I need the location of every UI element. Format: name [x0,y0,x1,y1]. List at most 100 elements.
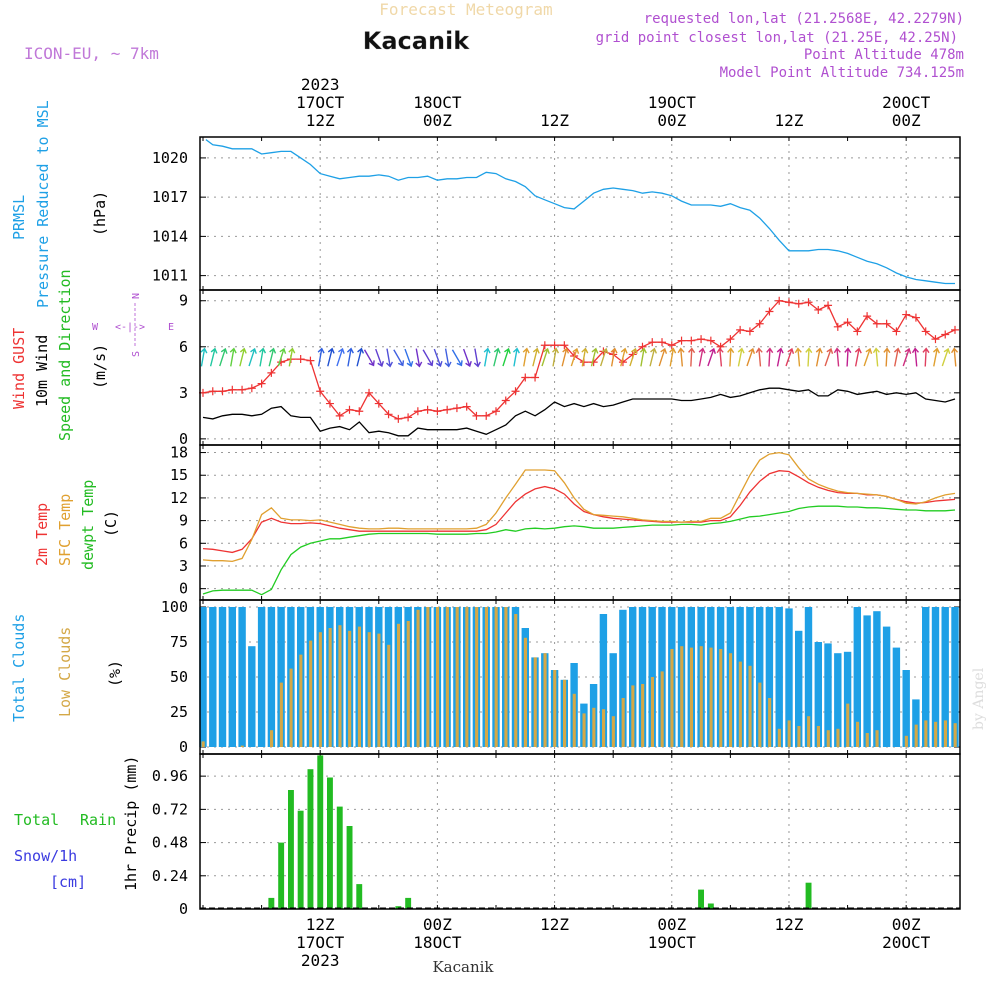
precip-bar [346,826,353,909]
wind-direction-arrow [785,347,795,367]
gust-marker [824,301,833,310]
wind-direction-arrow [570,347,580,367]
gust-marker [726,335,735,344]
low-clouds-bar [582,713,586,747]
wind-direction-arrow [794,347,802,367]
low-clouds-bar [426,607,430,747]
total-clouds-bar [609,653,617,747]
wind-direction-arrow [688,347,696,367]
footer-station: Kacanik [432,958,494,976]
wind-direction-arrow [356,347,365,367]
panel-2: 0 3 6 9 [179,289,961,448]
low-clouds-bar [602,709,606,747]
arrow-shape [922,347,930,367]
low-clouds-bar [719,649,723,747]
gust-marker [355,407,364,416]
low-clouds-bar [416,609,420,747]
low-clouds-bar [367,632,371,747]
y-tick-label: 0.72 [152,800,188,818]
gust-marker [648,338,657,347]
arrow-shape [248,347,257,367]
arrow-shape [422,349,434,367]
arrow-shape [327,347,335,367]
arrow-shape [833,347,841,367]
precip-bar [327,777,333,909]
low-clouds-bar [279,682,283,747]
wind-direction-arrow [385,348,394,368]
y-tick-label: 3 [179,384,188,402]
wind-direction-arrow [502,347,511,367]
wind-direction-arrow [698,347,706,367]
low-clouds-bar [729,653,733,747]
wind-direction-arrow [317,347,325,367]
arrow-shape [483,347,491,367]
arrow-shape [698,347,706,367]
low-clouds-bar [807,716,811,747]
arrow-shape [200,347,208,367]
low-clouds-bar [904,735,908,747]
arrow-shape [375,348,384,368]
wind-direction-arrow [277,347,287,367]
low-clouds-bar [514,614,518,747]
low-clouds-bar [445,607,449,747]
precip-bar [268,897,275,909]
wind-unit: (m/s) [91,344,109,389]
gust-marker [316,387,325,396]
precip-axis-label: 1hr Precip (mm) [122,756,140,891]
gust-marker [853,327,862,336]
total-clouds-bar [912,699,920,747]
precip-bar [805,882,812,909]
top-time-label: 17OCT [296,93,345,112]
total-clouds-bar [814,642,822,747]
arrow-shape [393,349,405,367]
arrow-shape [404,348,414,368]
total-clouds-bar [824,643,832,747]
bottom-time-label: 00Z [423,915,452,934]
gust-marker [423,405,432,414]
compass-w: W [92,322,99,333]
wind-direction-arrow [433,348,443,368]
arrow-shape [950,347,959,367]
low-clouds-bar [592,707,596,747]
low-clouds-bar [670,649,674,747]
arrow-shape [688,347,696,367]
wind-direction-arrow [893,347,901,367]
arrow-shape [451,349,463,367]
gust-marker [706,336,715,345]
wind-direction-arrow [620,347,628,367]
compass-arrows: <-|-> [115,322,145,333]
wind-direction-arrow [755,347,763,367]
arrow-shape [570,347,580,367]
low-clouds-bar [914,724,918,747]
gust-marker [804,298,813,307]
precip-bar [317,755,324,909]
wind-direction-arrow [677,347,685,367]
arrow-shape [677,347,685,367]
gust-marker [775,296,784,305]
wind-direction-arrow [375,348,384,368]
arrow-shape [707,347,716,367]
arrow-shape [462,348,472,368]
y-tick-label: 1020 [152,149,188,167]
total-clouds-bar [843,651,852,747]
arrow-shape [541,347,550,367]
y-tick-label: 12 [170,489,188,507]
gust-marker [462,402,471,411]
wind-direction-arrow [422,349,434,367]
low-clouds-bar [660,671,664,747]
precip-total-label: Total [14,811,59,829]
top-time-label: 12Z [775,111,804,130]
arrow-shape [766,347,774,367]
gust-marker [501,396,510,405]
forecast-title: Forecast Meteogram [379,0,552,19]
wind-direction-arrow [512,347,520,367]
temp-2m-label: 2m Temp [33,503,51,566]
top-time-label: 18OCT [413,93,462,112]
wind-direction-arrow [552,347,560,367]
wind-direction-arrow [229,347,237,367]
bottom-time-label: 12Z [540,915,569,934]
arrow-shape [363,349,375,367]
y-tick-label: 6 [179,534,188,552]
y-tick-label: 1011 [152,267,188,285]
